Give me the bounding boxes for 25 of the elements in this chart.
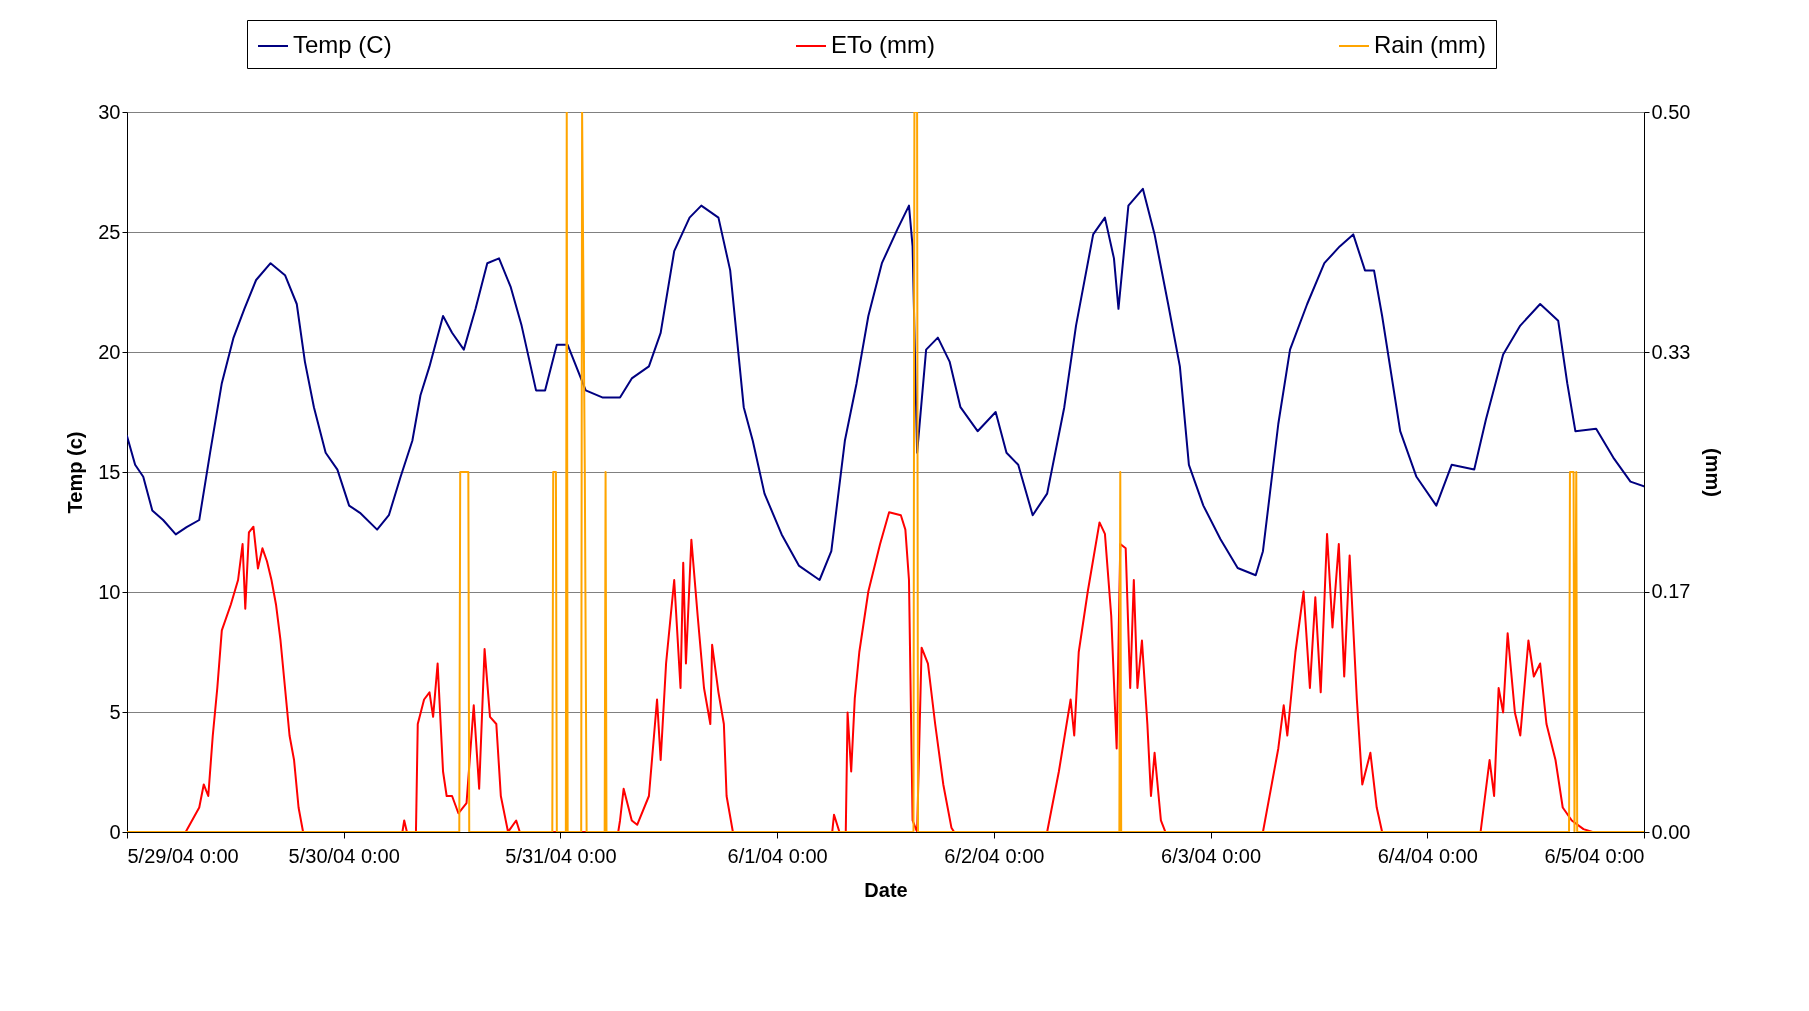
x-tick-label: 6/5/04 0:00: [1544, 844, 1645, 867]
y2-axis-title: (mm): [1702, 448, 1725, 497]
x-tick-label: 6/3/04 0:00: [1161, 844, 1262, 867]
legend-label: ETo (mm): [831, 31, 935, 58]
x-tick-label: 5/30/04 0:00: [288, 844, 400, 867]
x-tick-label: 6/2/04 0:00: [944, 844, 1045, 867]
x-axis-title: Date: [864, 878, 908, 901]
y-tick-label: 30: [98, 100, 121, 123]
y-tick-label: 15: [98, 460, 121, 483]
legend-label: Rain (mm): [1374, 31, 1486, 58]
x-tick-label: 6/1/04 0:00: [727, 844, 828, 867]
y-axis-title: Temp (c): [64, 431, 87, 514]
y-tick-label: 5: [109, 700, 121, 723]
y-tick-label: 25: [98, 220, 121, 243]
y2-tick-label: 0.17: [1651, 580, 1691, 603]
y-tick-label: 20: [98, 340, 121, 363]
y-tick-label: 10: [98, 580, 121, 603]
y2-tick-label: 0.00: [1651, 820, 1691, 843]
legend-label: Temp (C): [293, 31, 392, 58]
y-tick-label: 0: [109, 820, 121, 843]
y2-tick-label: 0.33: [1651, 340, 1691, 363]
y2-tick-label: 0.50: [1651, 100, 1691, 123]
x-tick-label: 6/4/04 0:00: [1377, 844, 1478, 867]
x-tick-label: 5/31/04 0:00: [505, 844, 617, 867]
x-tick-label: 5/29/04 0:00: [127, 844, 239, 867]
